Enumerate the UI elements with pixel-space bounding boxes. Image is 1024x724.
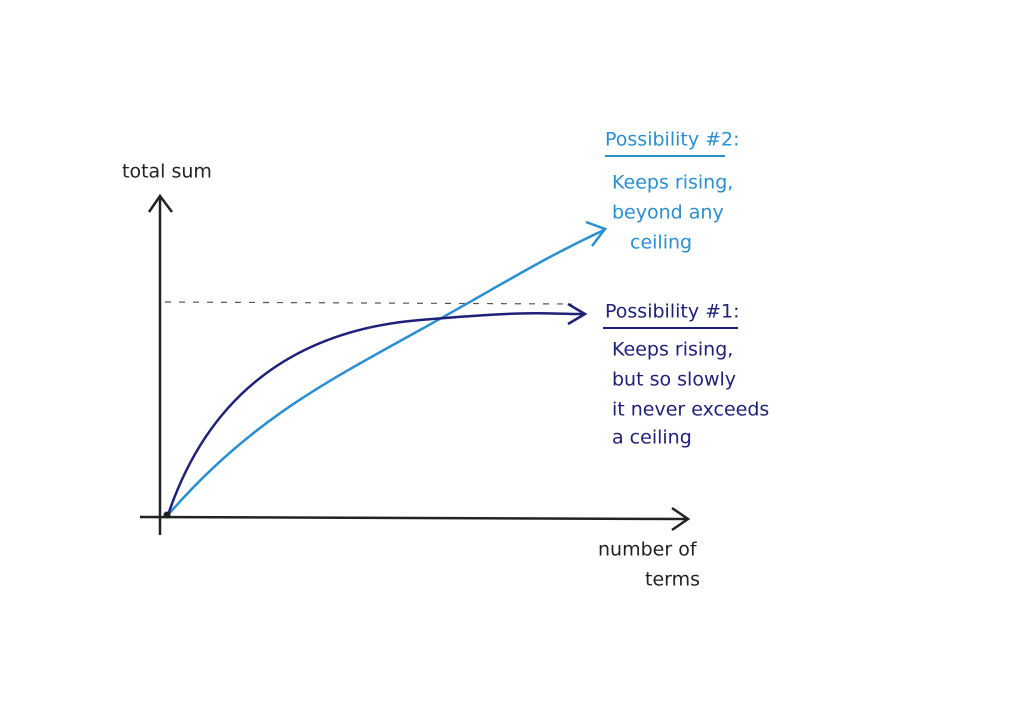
x-axis-label: terms xyxy=(645,569,700,591)
ceiling-line xyxy=(164,301,573,305)
annotation-text: but so slowly xyxy=(612,369,736,391)
annotation-text: Keeps rising, xyxy=(612,172,733,194)
annotation-text: a ceiling xyxy=(612,427,692,449)
annotation-text: it never exceeds xyxy=(612,399,769,421)
y-axis-label: total sum xyxy=(122,161,212,183)
curve-possibility-2 xyxy=(167,228,605,516)
x-axis xyxy=(139,515,687,521)
origin xyxy=(163,511,171,519)
annotation-text: beyond any xyxy=(612,202,724,224)
annotation-text: ceiling xyxy=(630,232,692,254)
annotation-title: Possibility #2: xyxy=(605,129,740,151)
y-axis-arrow xyxy=(147,193,173,213)
curve-possibility-1 xyxy=(166,311,585,516)
annotation-title: Possibility #1: xyxy=(605,301,740,323)
annotation-text: Keeps rising, xyxy=(612,339,733,361)
arrow-possibility-2 xyxy=(585,220,608,247)
x-axis-arrow xyxy=(671,506,691,532)
arrow-possibility-1 xyxy=(567,302,588,326)
x-axis-label: number of xyxy=(598,539,698,561)
